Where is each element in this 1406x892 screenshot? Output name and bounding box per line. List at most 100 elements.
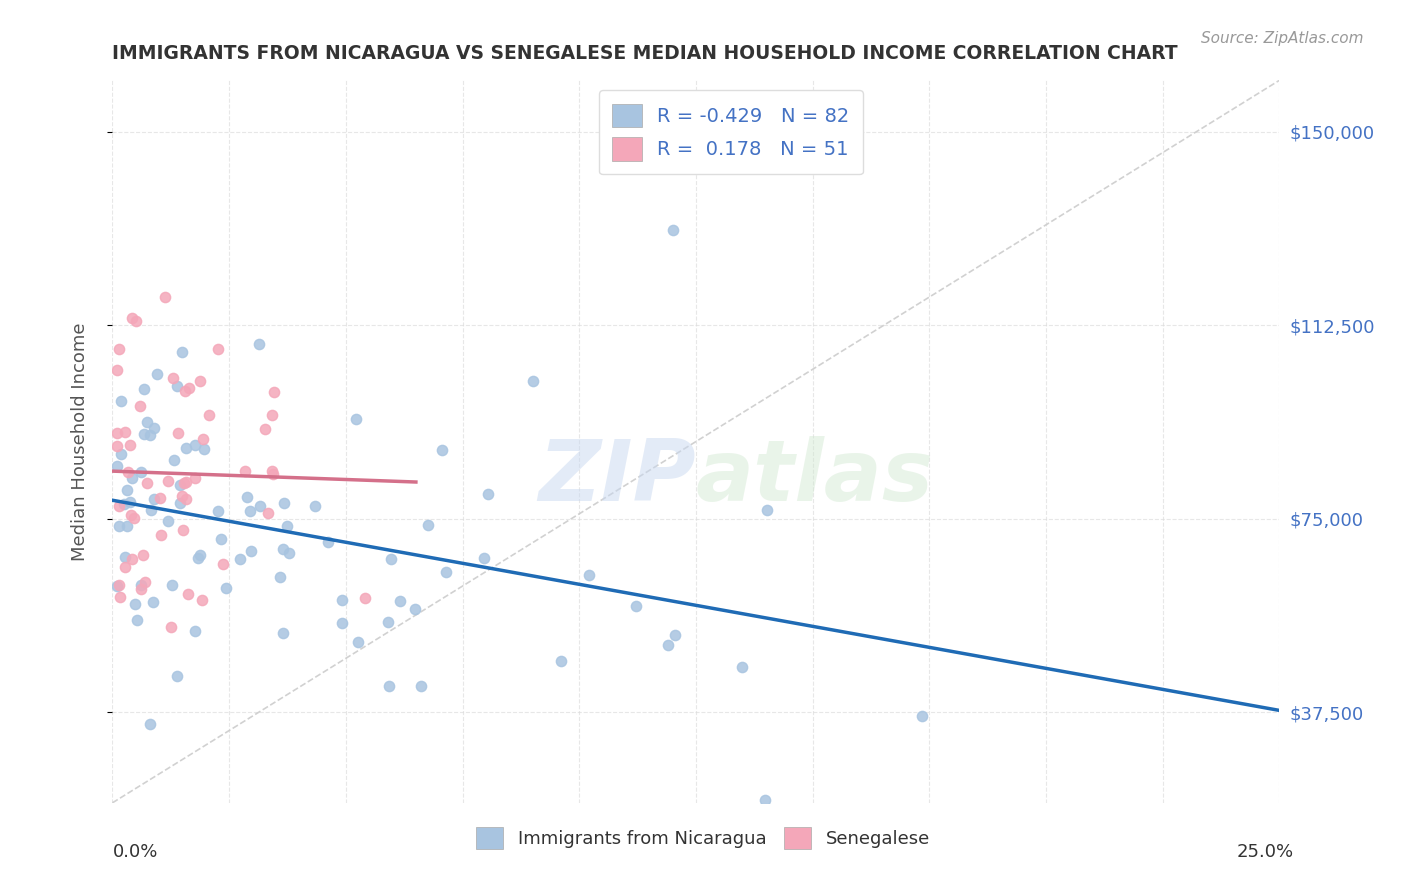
Point <box>114 559 136 574</box>
Text: 0.0%: 0.0% <box>112 843 157 861</box>
Point <box>172 345 194 359</box>
Point <box>332 593 354 607</box>
Point <box>304 499 326 513</box>
Point <box>174 442 197 456</box>
Point <box>550 654 572 668</box>
Point <box>276 518 298 533</box>
Point <box>409 679 432 693</box>
Point <box>121 471 143 485</box>
Point <box>197 408 219 422</box>
Point <box>105 459 128 474</box>
Point <box>108 518 131 533</box>
Point <box>139 716 162 731</box>
Point <box>271 541 294 556</box>
Point <box>121 552 143 566</box>
Text: ZIP: ZIP <box>538 436 696 519</box>
Point <box>344 412 367 426</box>
Point <box>188 374 211 388</box>
Point <box>233 464 256 478</box>
Point <box>131 548 153 562</box>
Point <box>260 408 283 422</box>
Point <box>122 511 145 525</box>
Point <box>755 503 778 517</box>
Point <box>131 582 153 596</box>
Point <box>191 432 214 446</box>
Point <box>108 590 131 604</box>
Point <box>169 478 191 492</box>
Point <box>115 518 138 533</box>
Point <box>120 438 142 452</box>
Point <box>477 487 499 501</box>
Point <box>139 503 162 517</box>
Point <box>229 551 252 566</box>
Point <box>278 546 301 560</box>
Point <box>271 626 294 640</box>
Point <box>112 497 135 511</box>
Point <box>257 506 280 520</box>
Point <box>269 570 291 584</box>
Point <box>273 496 295 510</box>
Point <box>163 452 186 467</box>
Point <box>124 597 146 611</box>
Point <box>143 421 166 435</box>
Point <box>316 535 339 549</box>
Point <box>626 599 648 613</box>
Text: 25.0%: 25.0% <box>1236 843 1294 861</box>
Point <box>434 565 457 579</box>
Point <box>172 523 194 537</box>
Point <box>187 550 209 565</box>
Point <box>236 491 259 505</box>
Point <box>193 442 215 457</box>
Point <box>166 425 188 440</box>
Text: atlas: atlas <box>696 436 934 519</box>
Point <box>249 500 271 514</box>
Point <box>120 508 142 523</box>
Point <box>262 467 284 481</box>
Point <box>114 550 136 565</box>
Point <box>263 385 285 400</box>
Point <box>150 528 173 542</box>
Point <box>212 557 235 571</box>
Point <box>134 574 156 589</box>
Point <box>209 532 232 546</box>
Point <box>174 475 197 490</box>
Point <box>136 475 159 490</box>
Point <box>664 627 686 641</box>
Text: IMMIGRANTS FROM NICARAGUA VS SENEGALESE MEDIAN HOUSEHOLD INCOME CORRELATION CHAR: IMMIGRANTS FROM NICARAGUA VS SENEGALESE … <box>112 45 1178 63</box>
Point <box>162 371 184 385</box>
Point <box>105 363 128 377</box>
Point <box>215 582 238 596</box>
Point <box>184 438 207 452</box>
Point <box>115 483 138 498</box>
Point <box>174 384 197 398</box>
Point <box>176 492 198 507</box>
Point <box>108 499 131 513</box>
Point <box>157 475 180 489</box>
Point <box>330 615 353 630</box>
Point <box>121 310 143 325</box>
Point <box>377 679 399 693</box>
Point <box>108 342 131 356</box>
Point <box>110 447 132 461</box>
Point <box>260 464 283 478</box>
Point <box>247 336 270 351</box>
Point <box>166 378 188 392</box>
Point <box>188 548 211 562</box>
Point <box>169 496 191 510</box>
Point <box>354 591 377 605</box>
Point <box>129 578 152 592</box>
Point <box>105 426 128 441</box>
Point <box>207 342 229 356</box>
Point <box>134 382 156 396</box>
Point <box>191 593 214 607</box>
Point <box>149 491 172 505</box>
Point <box>731 659 754 673</box>
Point <box>155 290 177 304</box>
Point <box>207 504 229 518</box>
Point <box>754 793 776 807</box>
Point <box>657 638 679 652</box>
Point <box>404 602 426 616</box>
Point <box>105 439 128 453</box>
Point <box>142 595 165 609</box>
Point <box>347 635 370 649</box>
